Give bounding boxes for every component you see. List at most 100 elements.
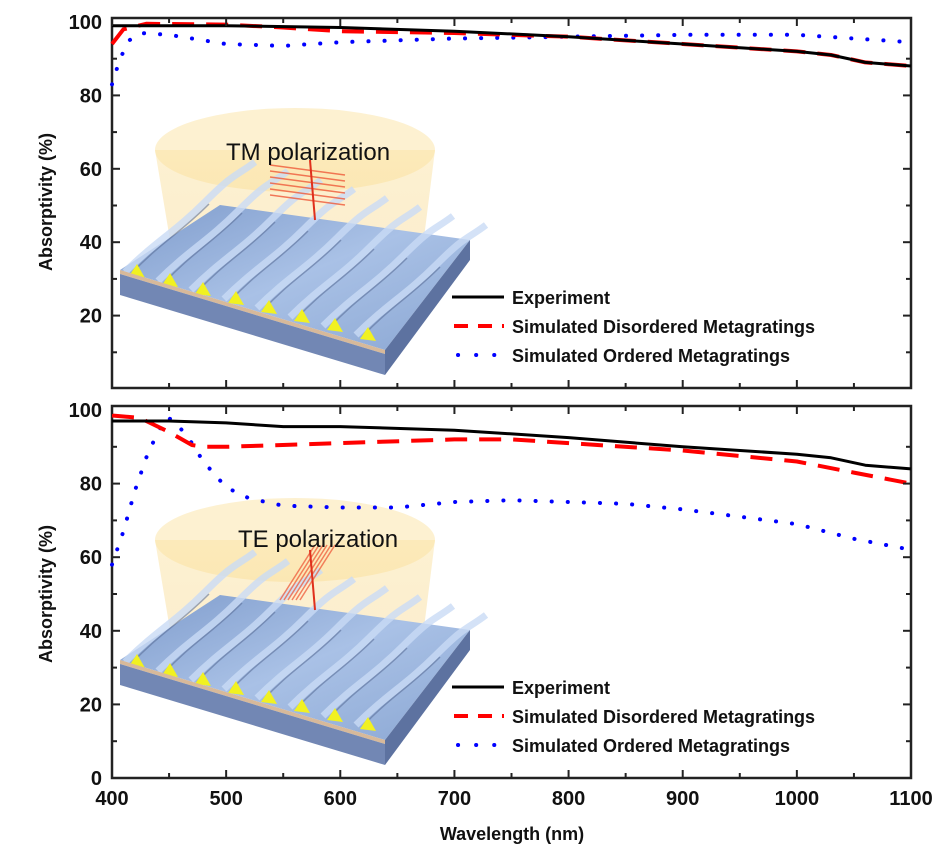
grating-shadow	[328, 257, 408, 329]
grating-ridge	[188, 567, 324, 683]
grating-shadow	[361, 656, 441, 728]
bottom-x-tick-label: 1000	[775, 788, 820, 810]
grating-ridge	[221, 576, 357, 692]
bottom-y-tick-label: 0	[91, 768, 102, 790]
bottom-legend-item: Simulated Disordered Metagratings	[454, 707, 815, 727]
grating-shadow	[295, 638, 375, 710]
panel-top-tm: 20 40 60 80 100 TM polarization Absorptivity…	[36, 12, 913, 390]
top-ticks-layer: 20 40 60 80 100	[69, 12, 912, 388]
bottom-x-tick-label: 600	[324, 788, 357, 810]
bottom-y-tick-label: 100	[69, 400, 102, 422]
slab-front-face	[120, 664, 385, 765]
bottom-x-tick-label: 900	[666, 788, 699, 810]
bottom-legend-item: Simulated Ordered Metagratings	[456, 736, 790, 756]
grating-ridge	[287, 204, 423, 320]
tm-polarization-label: TM polarization	[226, 139, 390, 166]
x-axis-title: Wavelength (nm)	[440, 824, 584, 844]
gold-triangle	[228, 291, 244, 305]
gold-triangle	[261, 690, 277, 704]
gold-triangle	[228, 681, 244, 695]
bottom-series-experiment	[112, 419, 912, 471]
top-y-tick-label: 80	[80, 85, 102, 107]
bottom-x-tick-label: 1100	[889, 788, 932, 810]
grating-shadow	[130, 203, 210, 275]
bottom-y-tick-label: 20	[80, 694, 102, 716]
grating-ridge	[188, 177, 324, 293]
top-legend-label: Simulated Ordered Metagratings	[512, 346, 790, 366]
top-legend-item: Experiment	[452, 288, 610, 308]
grating-shadow	[295, 248, 375, 320]
gold-triangle	[195, 672, 211, 686]
top-series-ordered	[110, 31, 913, 87]
bottom-legend-label: Experiment	[512, 678, 610, 698]
tm-metagrating-illustration	[120, 108, 489, 375]
grating-shadow	[130, 593, 210, 665]
top-legend-item: Simulated Ordered Metagratings	[456, 346, 790, 366]
slab-metal-layer	[120, 660, 385, 744]
top-series-experiment	[112, 24, 912, 68]
grating-shadow	[196, 611, 276, 683]
bottom-legend-label: Simulated Ordered Metagratings	[512, 736, 790, 756]
bottom-ticks-layer: 0 20 40 60 80 100 400 500 600 700 800 900 1000 1100	[69, 400, 933, 810]
grating-ridge	[254, 195, 390, 311]
top-legend-label: Simulated Disordered Metagratings	[512, 317, 815, 337]
grating-shadow	[229, 620, 309, 692]
top-y-axis-title: Absorptivity (%)	[36, 133, 56, 271]
top-y-tick-label: 20	[80, 306, 102, 328]
bottom-x-tick-label: 700	[438, 788, 471, 810]
bottom-x-tick-label: 400	[95, 788, 128, 810]
grating-shadow	[361, 266, 441, 338]
bottom-legend: Experiment Simulated Disordered Metagrati…	[452, 678, 815, 756]
grating-shadow	[163, 212, 243, 284]
top-legend: Experiment Simulated Disordered Metagrati…	[452, 288, 815, 366]
gold-triangle	[360, 327, 376, 341]
grating-ridge	[155, 168, 291, 284]
bottom-x-tick-label: 500	[209, 788, 242, 810]
bottom-legend-item: Experiment	[452, 678, 610, 698]
grating-ridge	[155, 558, 291, 674]
gold-triangle	[162, 663, 178, 677]
gold-triangle	[327, 318, 343, 332]
grating-ridge	[254, 585, 390, 701]
bottom-y-axis-title: Absorptivity (%)	[36, 525, 56, 663]
slab-metal-layer	[120, 270, 385, 354]
te-polarization-label: TE polarization	[238, 526, 398, 553]
gold-triangle	[360, 717, 376, 731]
gold-triangle	[261, 300, 277, 314]
top-series-disordered	[110, 21, 912, 68]
gold-triangle	[195, 282, 211, 296]
bottom-y-tick-label: 40	[80, 621, 102, 643]
panel-bottom-te: 0 20 40 60 80 100 400 500 600 700 800 900 1000 1100 T…	[36, 400, 933, 810]
bottom-slab-drawing	[120, 498, 489, 765]
grating-ridge	[320, 603, 456, 719]
top-y-tick-label: 40	[80, 232, 102, 254]
bottom-y-tick-label: 80	[80, 474, 102, 496]
light-wave-icon	[269, 159, 346, 221]
grating-shadow	[229, 230, 309, 302]
grating-shadow	[262, 629, 342, 701]
gold-triangle	[294, 309, 310, 323]
grating-shadow	[328, 647, 408, 719]
grating-shadow	[163, 602, 243, 674]
gold-triangle	[294, 699, 310, 713]
slab-side-face	[385, 240, 470, 375]
grating-ridge	[221, 186, 357, 302]
grating-ridge	[122, 549, 258, 665]
bottom-y-tick-label: 60	[80, 547, 102, 569]
top-y-tick-label: 100	[69, 12, 102, 34]
grating-ridge	[287, 594, 423, 710]
te-metagrating-illustration	[120, 498, 489, 765]
grating-ridge	[122, 159, 258, 275]
grating-ridge	[353, 612, 489, 728]
grating-ridge	[353, 222, 489, 338]
bottom-legend-label: Simulated Disordered Metagratings	[512, 707, 815, 727]
grating-shadow	[262, 239, 342, 311]
gold-triangle	[162, 273, 178, 287]
gold-triangle	[327, 708, 343, 722]
bottom-series-layer	[110, 413, 913, 567]
bottom-x-tick-label: 800	[552, 788, 585, 810]
top-series-layer	[110, 21, 913, 87]
top-legend-item: Simulated Disordered Metagratings	[454, 317, 815, 337]
slab-side-face	[385, 630, 470, 765]
